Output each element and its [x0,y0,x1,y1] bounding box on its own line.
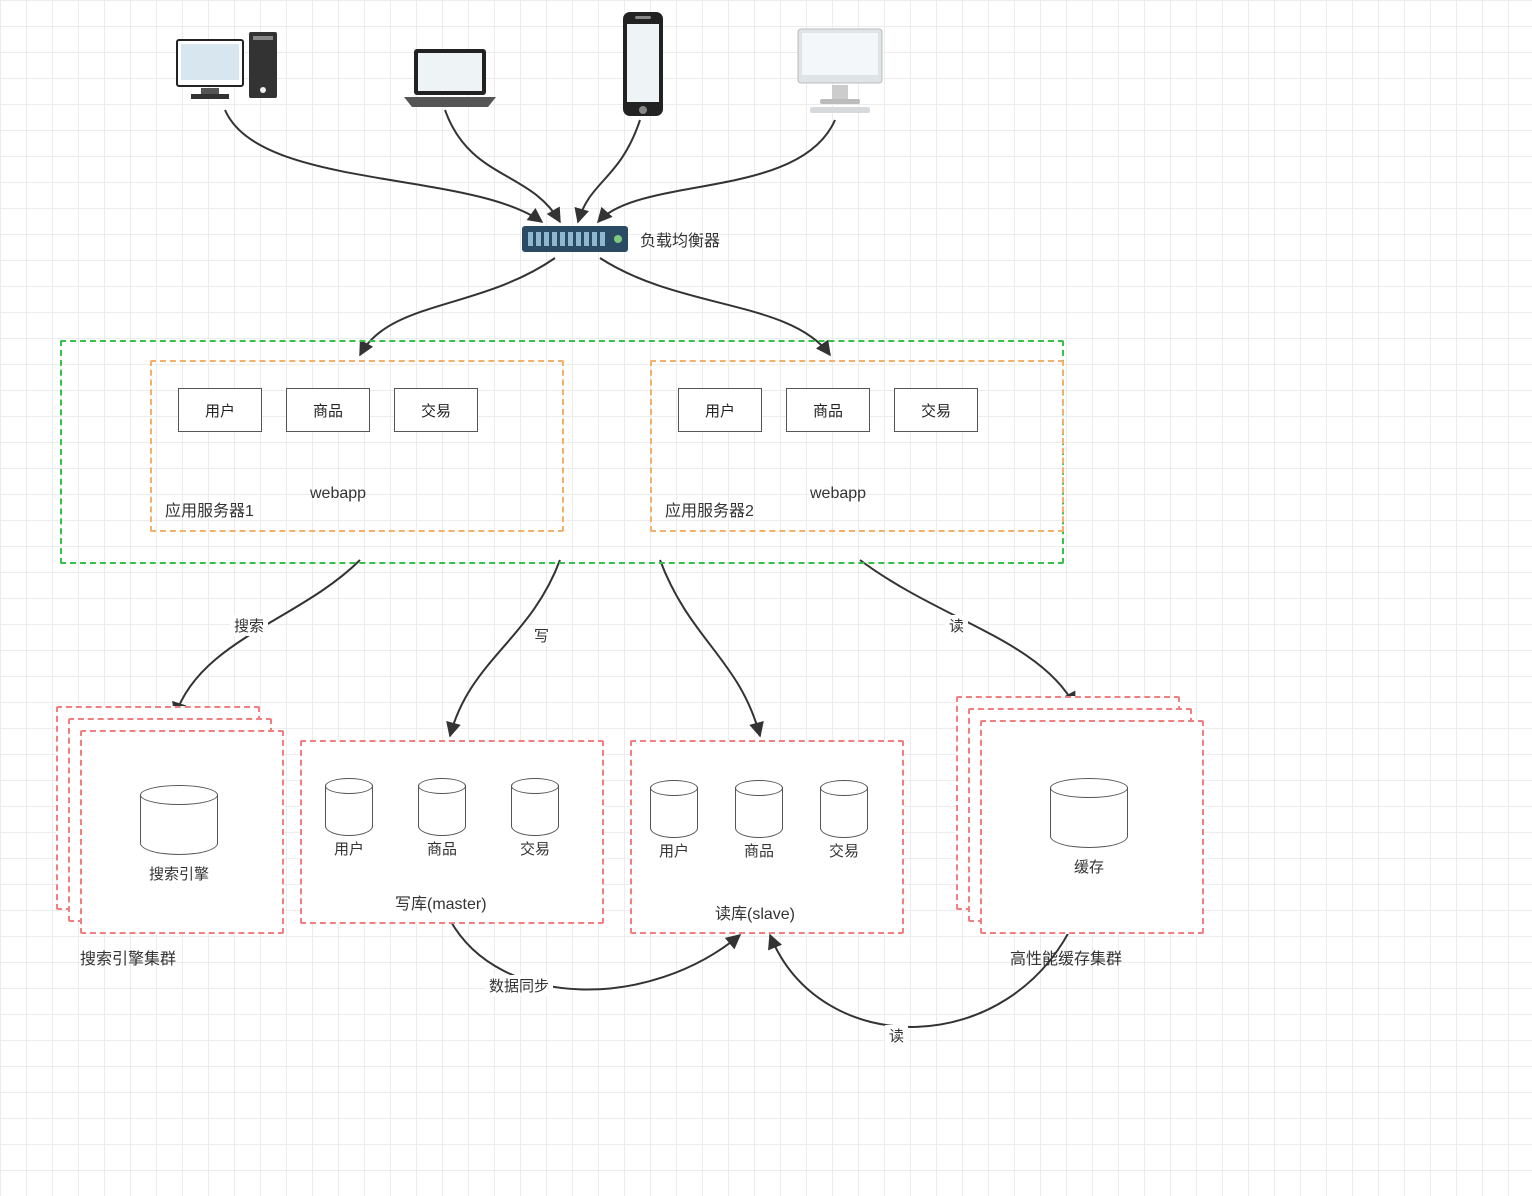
cache-db-label: 缓存 [1050,856,1128,877]
read-db-title: 读库(slave) [715,900,795,924]
app1-module-product: 商品 [286,388,370,432]
edge-label-search: 搜索 [230,615,268,636]
cache-cluster-title: 高性能缓存集群 [1010,945,1122,969]
app2-app-label: webapp [810,485,866,503]
read-db-product: 商品 [735,780,783,838]
app1-module-trade: 交易 [394,388,478,432]
client-imac-icon [790,25,890,120]
read-db-trade: 交易 [820,780,868,838]
cache-db-icon: 缓存 [1050,778,1128,848]
read-db-product-label: 商品 [735,840,783,861]
app1-app-label: webapp [310,485,366,503]
app2-name: 应用服务器2 [665,497,754,521]
edge-label-sync: 数据同步 [485,975,553,996]
edge-label-write: 写 [530,625,553,646]
app2-module-user: 用户 [678,388,762,432]
write-db-trade-label: 交易 [511,838,559,859]
edge-label-read: 读 [945,615,968,636]
edge-label-read2: 读 [885,1025,908,1046]
write-db-product-label: 商品 [418,838,466,859]
search-db-icon: 搜索引擎 [140,785,218,855]
write-db-user-label: 用户 [325,838,373,859]
app1-name: 应用服务器1 [165,497,254,521]
app2-module-product: 商品 [786,388,870,432]
app2-module-trade: 交易 [894,388,978,432]
load-balancer-label: 负载均衡器 [640,227,720,251]
diagram-stage: 负载均衡器 用户 商品 交易 应用服务器1 webapp 用户 商品 交易 应用… [0,0,1532,1196]
search-db-label: 搜索引擎 [140,863,218,884]
read-db-user-label: 用户 [650,840,698,861]
write-db-product: 商品 [418,778,466,836]
write-db-title: 写库(master) [395,890,487,914]
search-cluster-title: 搜索引擎集群 [80,945,176,969]
app1-module-user: 用户 [178,388,262,432]
client-desktop-icon [175,30,285,125]
client-phone-icon [615,10,671,125]
load-balancer-icon [520,220,630,263]
grid-background [0,0,1532,1196]
read-db-user: 用户 [650,780,698,838]
write-db-trade: 交易 [511,778,559,836]
write-db-user: 用户 [325,778,373,836]
read-db-trade-label: 交易 [820,840,868,861]
client-laptop-icon [400,45,500,120]
